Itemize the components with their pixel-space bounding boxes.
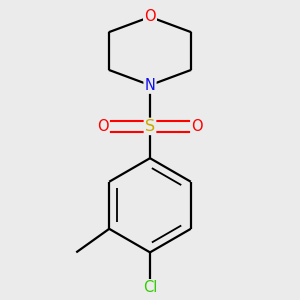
Text: Cl: Cl bbox=[143, 280, 157, 295]
Text: O: O bbox=[97, 119, 109, 134]
Text: N: N bbox=[145, 78, 155, 93]
Text: O: O bbox=[191, 119, 203, 134]
Text: S: S bbox=[145, 119, 155, 134]
Text: O: O bbox=[144, 9, 156, 24]
